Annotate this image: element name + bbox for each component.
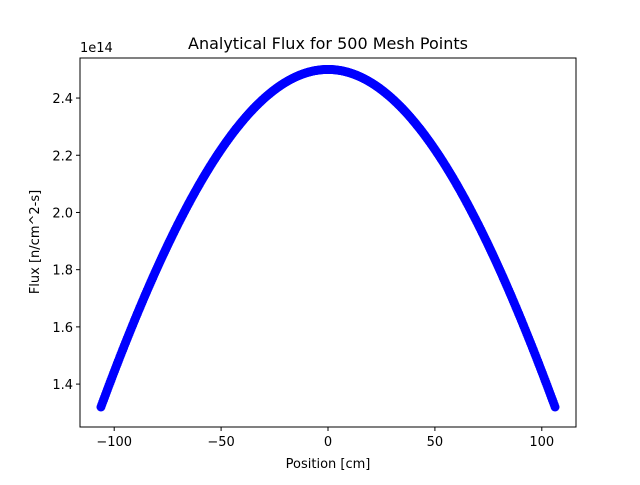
x-tick-label: −100 bbox=[96, 435, 132, 450]
x-axis-label: Position [cm] bbox=[286, 457, 371, 472]
y-tick-label: 1.6 bbox=[52, 321, 73, 336]
x-tick-label: 100 bbox=[529, 435, 554, 450]
chart-title: Analytical Flux for 500 Mesh Points bbox=[188, 34, 468, 53]
y-axis-label: Flux [n/cm^2-s] bbox=[28, 190, 43, 294]
y-tick-label: 2.0 bbox=[52, 206, 73, 221]
data-points bbox=[96, 64, 560, 412]
y-tick-label: 2.2 bbox=[52, 149, 73, 164]
x-axis-ticks: −100 −50 0 50 100 bbox=[96, 427, 554, 450]
x-tick-label: 50 bbox=[427, 435, 444, 450]
y-tick-label: 2.4 bbox=[52, 92, 73, 107]
data-point bbox=[550, 402, 560, 412]
x-tick-label: 0 bbox=[324, 435, 332, 450]
y-axis-ticks: 1.4 1.6 1.8 2.0 2.2 2.4 bbox=[52, 92, 80, 393]
y-offset-label: 1e14 bbox=[80, 41, 113, 56]
y-tick-label: 1.4 bbox=[52, 378, 73, 393]
x-tick-label: −50 bbox=[207, 435, 234, 450]
y-tick-label: 1.8 bbox=[52, 264, 73, 279]
